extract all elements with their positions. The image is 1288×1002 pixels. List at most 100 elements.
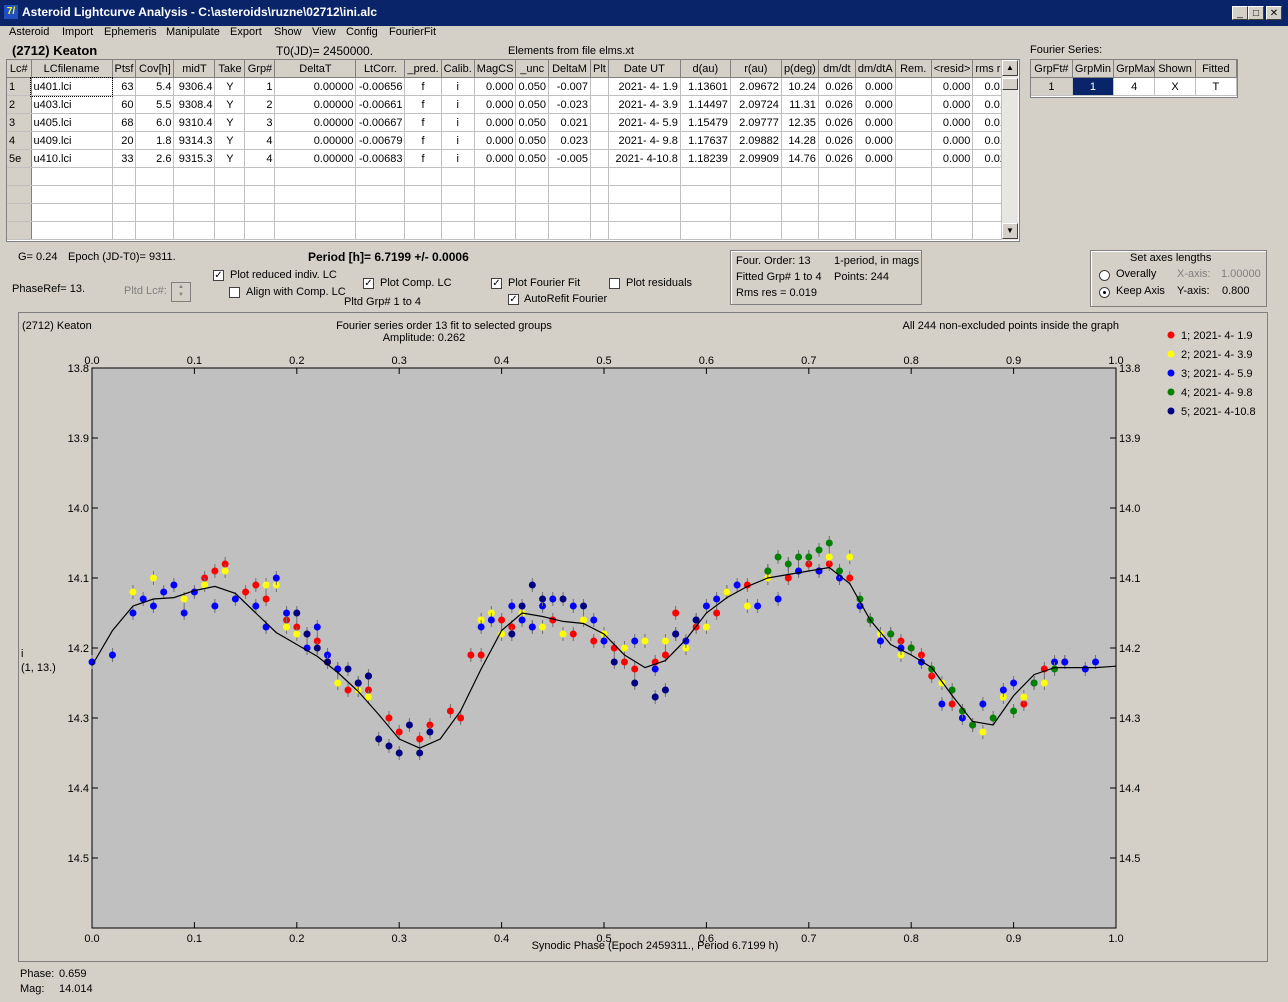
grid-cell[interactable]: -0.023 [548, 95, 591, 114]
grid-cell[interactable] [474, 203, 517, 222]
grid-cell[interactable] [474, 221, 517, 240]
grid-cell[interactable]: 0.021 [548, 113, 591, 132]
grid-cell[interactable]: 0.00000 [274, 131, 357, 150]
grid-cell[interactable] [31, 203, 113, 222]
grid-cell[interactable]: 1 [244, 77, 276, 96]
grid-cell[interactable]: 0.026 [818, 95, 856, 114]
grid-cell[interactable]: 0.000 [931, 95, 974, 114]
grid-cell[interactable] [680, 167, 731, 186]
grid-cell[interactable]: i [441, 131, 475, 150]
grid-cell[interactable] [590, 77, 609, 96]
overally-radio[interactable] [1099, 270, 1110, 281]
grid-cell[interactable]: 0.00000 [274, 149, 357, 168]
fourier-cell-shown[interactable]: X [1154, 77, 1196, 96]
fourier-series-grid[interactable]: GrpFt# GrpMin GrpMax Shown Fitted 1 1 4 … [1030, 59, 1238, 98]
grid-vertical-scrollbar[interactable]: ▲ ▼ [1001, 60, 1018, 240]
grid-cell[interactable] [7, 203, 32, 222]
grid-cell[interactable] [931, 221, 974, 240]
grid-cell[interactable]: 0.000 [855, 149, 896, 168]
grid-cell[interactable] [274, 203, 357, 222]
grid-cell[interactable]: 0.000 [931, 113, 974, 132]
grid-cell[interactable]: 0.000 [474, 113, 517, 132]
grid-cell[interactable]: 10.24 [781, 77, 819, 96]
grid-cell[interactable] [590, 131, 609, 150]
grid-cell[interactable] [441, 167, 475, 186]
grid-cell[interactable] [855, 167, 896, 186]
grid-cell[interactable] [515, 221, 549, 240]
align-comp-checkbox[interactable] [229, 287, 240, 298]
grid-cell[interactable] [895, 131, 932, 150]
menu-ephemeris[interactable]: Ephemeris [104, 26, 157, 38]
grid-cell[interactable]: 2 [244, 95, 276, 114]
grid-cell[interactable] [548, 221, 591, 240]
menu-manipulate[interactable]: Manipulate [166, 26, 220, 38]
grid-header-cell[interactable]: Grp# [244, 60, 276, 78]
grid-cell[interactable] [173, 185, 216, 204]
grid-header-cell[interactable]: dm/dtA [855, 60, 896, 78]
plot-residuals-checkbox[interactable] [609, 278, 620, 289]
menu-config[interactable]: Config [346, 26, 378, 38]
grid-cell[interactable] [931, 167, 974, 186]
grid-cell[interactable] [590, 203, 609, 222]
grid-cell[interactable] [895, 95, 932, 114]
grid-cell[interactable] [895, 167, 932, 186]
grid-cell[interactable] [7, 221, 32, 240]
grid-cell[interactable] [112, 203, 137, 222]
grid-cell[interactable]: Y [214, 131, 246, 150]
grid-cell[interactable]: 2.09724 [730, 95, 782, 114]
grid-cell[interactable]: 1.18239 [680, 149, 731, 168]
grid-cell[interactable] [590, 185, 609, 204]
scroll-up-icon[interactable]: ▲ [1002, 60, 1018, 76]
grid-cell[interactable]: Y [214, 95, 246, 114]
grid-cell[interactable]: 33 [112, 149, 137, 168]
grid-cell[interactable] [895, 185, 932, 204]
grid-cell[interactable] [135, 203, 175, 222]
grid-cell[interactable]: 2021- 4- 1.9 [608, 77, 681, 96]
grid-cell[interactable] [548, 167, 591, 186]
grid-cell[interactable] [7, 185, 32, 204]
lightcurve-chart[interactable]: (2712) Keaton Fourier series order 13 fi… [19, 313, 1267, 961]
grid-cell[interactable]: i [441, 149, 475, 168]
grid-cell[interactable]: 2.6 [135, 149, 175, 168]
grid-cell[interactable]: 2.09777 [730, 113, 782, 132]
grid-cell[interactable] [818, 221, 856, 240]
grid-cell[interactable] [135, 221, 175, 240]
grid-cell[interactable] [355, 221, 406, 240]
grid-header-cell[interactable]: DeltaM [548, 60, 591, 78]
grid-cell[interactable]: 1.8 [135, 131, 175, 150]
grid-cell[interactable] [590, 167, 609, 186]
grid-cell[interactable]: 0.000 [855, 95, 896, 114]
grid-cell[interactable] [474, 185, 517, 204]
grid-cell[interactable] [818, 185, 856, 204]
grid-row[interactable]: 1 u401.lci 63 5.4 9306.4 Y 1 0.00000 -0.00656 f i 0… [7, 76, 1016, 97]
grid-cell[interactable] [590, 95, 609, 114]
grid-cell[interactable]: 9314.3 [173, 131, 216, 150]
grid-cell[interactable] [31, 167, 113, 186]
grid-cell[interactable] [244, 167, 276, 186]
grid-cell[interactable]: 0.000 [855, 77, 896, 96]
grid-cell[interactable] [515, 167, 549, 186]
grid-cell[interactable]: 14.76 [781, 149, 819, 168]
grid-cell[interactable] [515, 203, 549, 222]
menu-export[interactable]: Export [230, 26, 262, 38]
grid-header-cell[interactable]: <resid> [931, 60, 974, 78]
grid-cell[interactable] [680, 185, 731, 204]
grid-cell[interactable] [931, 203, 974, 222]
grid-cell[interactable] [818, 167, 856, 186]
grid-cell[interactable]: 0.050 [515, 77, 549, 96]
grid-header-cell[interactable]: r(au) [730, 60, 782, 78]
grid-cell[interactable] [515, 185, 549, 204]
grid-cell[interactable]: 0.026 [818, 131, 856, 150]
grid-empty-row[interactable] [7, 167, 1016, 186]
grid-cell[interactable]: 0.000 [931, 149, 974, 168]
grid-cell[interactable]: 0.000 [474, 77, 517, 96]
grid-cell[interactable] [730, 185, 782, 204]
grid-cell[interactable]: f [404, 149, 442, 168]
grid-cell[interactable] [112, 167, 137, 186]
grid-cell[interactable] [608, 167, 681, 186]
menu-view[interactable]: View [312, 26, 336, 38]
grid-cell[interactable]: 4 [244, 131, 276, 150]
grid-cell[interactable]: 2.09672 [730, 77, 782, 96]
grid-cell[interactable]: 0.026 [818, 149, 856, 168]
grid-cell[interactable]: 2021- 4- 9.8 [608, 131, 681, 150]
